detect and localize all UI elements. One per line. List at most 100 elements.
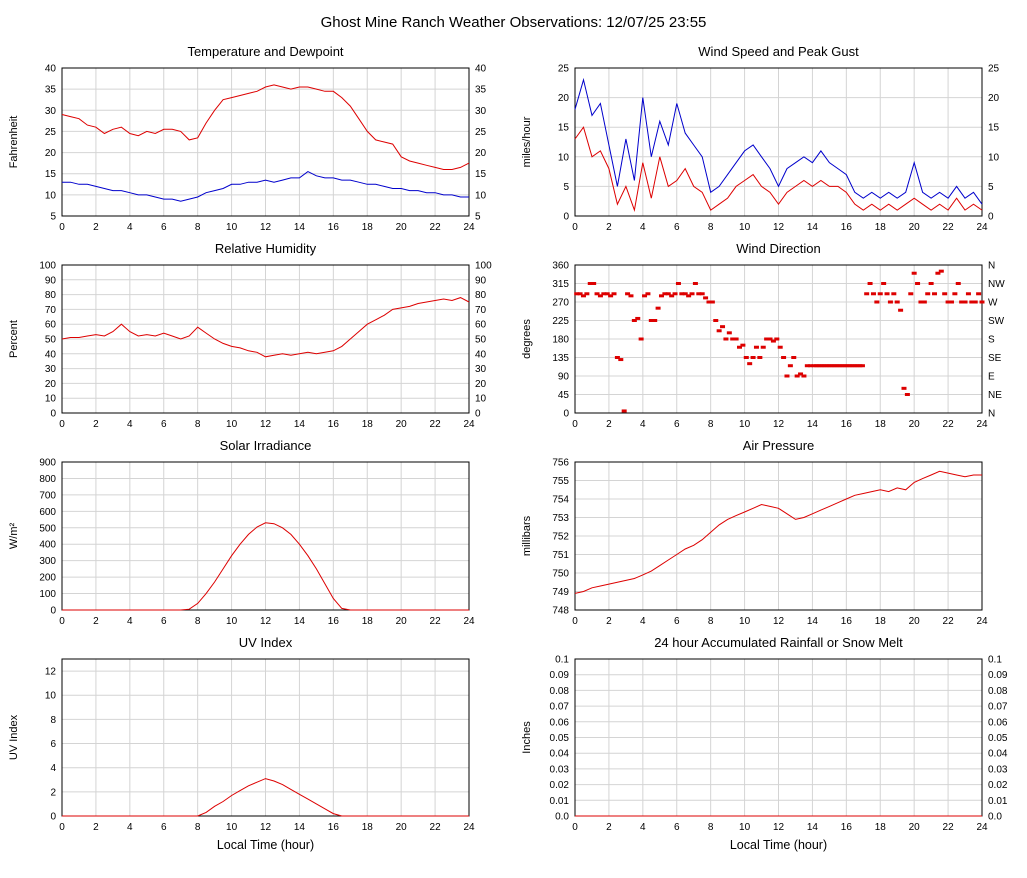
- y-tick-label: 100: [39, 589, 56, 600]
- direction-point: [887, 300, 893, 304]
- direction-point: [813, 364, 819, 368]
- x-tick-label: 16: [840, 616, 852, 627]
- y-right-tick-label: 25: [475, 127, 487, 138]
- direction-point: [627, 294, 633, 298]
- x-tick-label: 10: [739, 419, 751, 430]
- direction-point: [685, 294, 691, 298]
- x-tick-label: 20: [395, 616, 407, 627]
- x-tick-label: 8: [707, 616, 713, 627]
- irradiance-line: [61, 522, 469, 611]
- y-right-tick-label: 0.0: [988, 812, 1002, 823]
- x-tick-label: 4: [640, 419, 646, 430]
- direction-point: [904, 393, 910, 396]
- x-tick-label: 10: [739, 822, 751, 833]
- direction-point: [911, 271, 917, 275]
- x-tick-label: 12: [772, 822, 784, 833]
- x-tick-label: 20: [908, 822, 920, 833]
- y-tick-label: 200: [39, 573, 56, 584]
- x-tick-label: 0: [572, 419, 578, 430]
- direction-point: [931, 292, 937, 296]
- y-tick-label: 25: [44, 127, 56, 138]
- direction-point: [773, 337, 779, 341]
- x-tick-label: 12: [259, 616, 271, 627]
- y-right-tick-label: 0: [988, 212, 994, 223]
- y-tick-label: 400: [39, 540, 56, 551]
- y-right-tick-label: 100: [475, 261, 492, 272]
- y-tick-label: 750: [552, 569, 569, 580]
- direction-point: [890, 292, 896, 296]
- plot-border: [61, 461, 469, 611]
- chart-solar-irradiance: 0 2 4 6 8 10 12 14 16 18 20 22 240100200300400500600…: [8, 438, 475, 627]
- x-tick-label: 18: [874, 419, 886, 430]
- x-tick-label: 0: [59, 822, 65, 833]
- direction-point: [914, 282, 920, 285]
- y-tick-label: 20: [44, 148, 56, 159]
- y-right-tick-label: 0.09: [988, 670, 1008, 681]
- y-tick-label: 90: [557, 372, 569, 383]
- wind-speed-line: [574, 126, 982, 213]
- x-tick-label: 18: [874, 616, 886, 627]
- direction-point: [607, 294, 613, 298]
- x-tick-label: 12: [259, 222, 271, 233]
- y-tick-label: 5: [563, 182, 569, 193]
- direction-point: [823, 364, 829, 368]
- direction-point: [655, 306, 661, 310]
- direction-point: [856, 364, 862, 368]
- y-right-tick-label: 0.04: [988, 749, 1008, 760]
- direction-point: [975, 292, 981, 296]
- y-tick-label: 0.01: [549, 796, 569, 807]
- y-right-tick-label: 0.03: [988, 764, 1008, 775]
- direction-point: [917, 300, 923, 304]
- x-tick-label: 8: [194, 616, 200, 627]
- direction-point: [733, 337, 739, 341]
- x-tick-label: 6: [673, 419, 679, 430]
- plot-border: [61, 658, 469, 817]
- y-right-tick-label: 5: [988, 182, 994, 193]
- y-tick-label: 0.09: [549, 670, 569, 681]
- direction-point: [767, 337, 773, 341]
- y-tick-label: 50: [44, 335, 56, 346]
- direction-point: [614, 356, 620, 359]
- direction-point: [739, 343, 745, 347]
- y-tick-label: 10: [44, 394, 56, 405]
- x-tick-label: 10: [226, 616, 238, 627]
- y-right-tick-label: 40: [475, 349, 487, 360]
- x-tick-label: 0: [59, 616, 65, 627]
- direction-point: [658, 294, 664, 298]
- x-tick-label: 18: [874, 822, 886, 833]
- direction-point: [948, 300, 954, 304]
- x-tick-label: 12: [259, 419, 271, 430]
- y-right-tick-label: 25: [988, 64, 1000, 75]
- x-tick-label: 24: [976, 616, 988, 627]
- x-tick-label: 22: [942, 222, 954, 233]
- y-tick-label: 753: [552, 513, 569, 524]
- x-tick-label: 2: [93, 822, 99, 833]
- direction-point: [587, 282, 593, 285]
- y-tick-label: 700: [39, 490, 56, 501]
- x-tick-label: 10: [739, 222, 751, 233]
- direction-point: [859, 364, 865, 368]
- direction-point: [863, 292, 869, 296]
- y-tick-label: 10: [44, 691, 56, 702]
- direction-point: [702, 296, 708, 300]
- y-tick-label: 5: [50, 212, 56, 223]
- direction-point: [756, 356, 762, 359]
- y-right-tick-label: 80: [475, 290, 487, 301]
- direction-point: [682, 292, 688, 296]
- y-right-tick-label: S: [988, 335, 995, 346]
- y-tick-label: 4: [50, 763, 56, 774]
- direction-point: [705, 300, 711, 304]
- y-right-tick-label: 20: [475, 148, 487, 159]
- temperature-line: [61, 84, 469, 170]
- x-tick-label: 18: [361, 616, 373, 627]
- direction-point: [894, 300, 900, 304]
- y-right-tick-label: 30: [475, 364, 487, 375]
- y-right-tick-label: 0.1: [988, 655, 1002, 666]
- y-right-tick-label: NW: [988, 279, 1005, 290]
- y-tick-label: 0.08: [549, 686, 569, 697]
- direction-point: [695, 292, 701, 296]
- direction-point: [921, 300, 927, 304]
- x-tick-label: 6: [673, 616, 679, 627]
- direction-point: [816, 364, 822, 368]
- y-right-tick-label: SW: [988, 316, 1005, 327]
